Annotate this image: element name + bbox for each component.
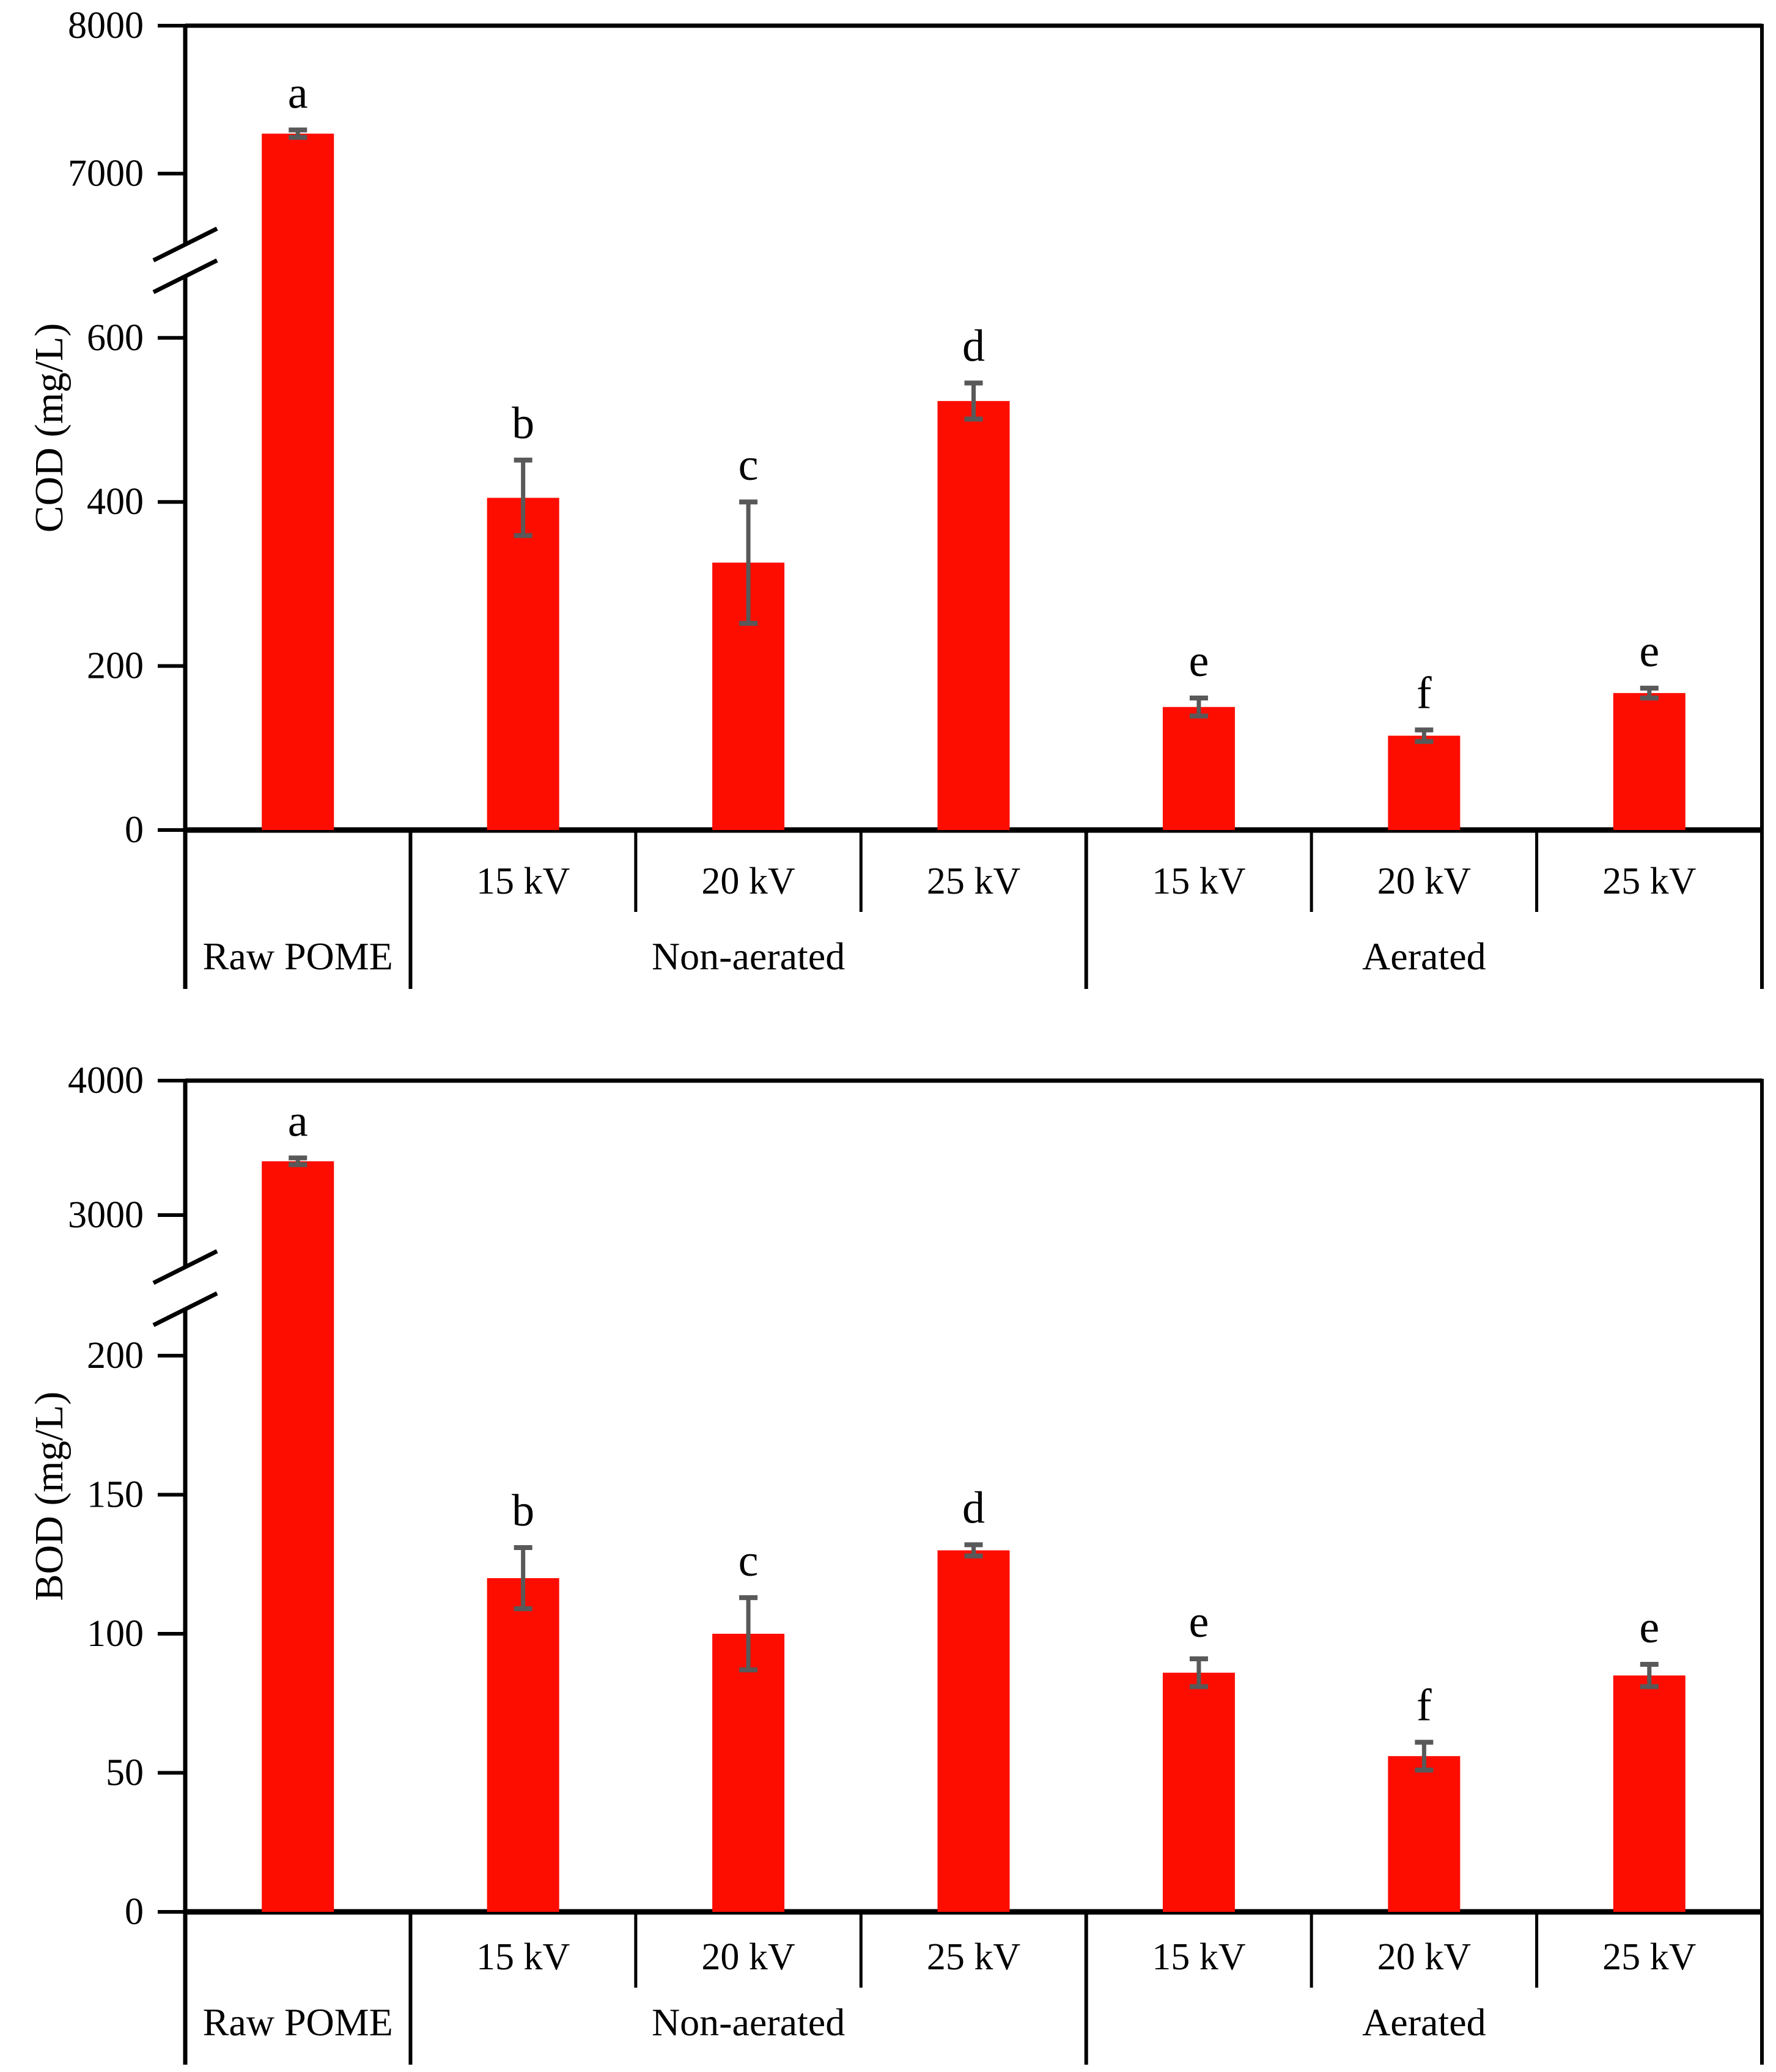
category-label-25-kv-6: 25 kV [1602, 1936, 1697, 1978]
y-tick-label: 200 [87, 1335, 144, 1376]
category-label-15-kv-4: 15 kV [1152, 861, 1246, 902]
axis-break-slash-2 [152, 258, 218, 295]
bar-raw-pome [262, 1161, 334, 1912]
y-axis-title: BOD (mg/L) [27, 1392, 72, 1601]
axis-break-slash-1 [152, 1249, 218, 1285]
category-label-20-kv-5: 20 kV [1377, 1936, 1472, 1978]
category-label-15-kv-1: 15 kV [476, 1936, 570, 1978]
significance-letter-aerated-15-kv: e [1188, 1597, 1209, 1647]
bar-aerated-20-kv [1388, 1756, 1461, 1912]
axis-break-slash-2 [152, 1291, 218, 1328]
bar-aerated-25-kv [1613, 1675, 1686, 1912]
y-tick-label: 50 [106, 1752, 144, 1794]
y-tick-label: 150 [87, 1474, 144, 1516]
y-axis-title: COD (mg/L) [27, 323, 72, 533]
significance-letter-non-aerated-15-kv: b [512, 1486, 534, 1536]
significance-letter-non-aerated-20-kv: c [739, 440, 759, 490]
significance-letter-aerated-25-kv: e [1639, 1603, 1659, 1653]
y-tick-label: 400 [87, 481, 144, 523]
significance-letter-non-aerated-25-kv: d [962, 321, 985, 372]
group-label-aerated: Aerated [1362, 935, 1486, 978]
category-label-20-kv-2: 20 kV [701, 1936, 795, 1978]
group-label-raw-pome: Raw POME [203, 2000, 393, 2044]
significance-letter-non-aerated-15-kv: b [512, 399, 534, 449]
y-tick-label: 3000 [68, 1194, 144, 1236]
y-tick-label: 0 [125, 1891, 144, 1933]
significance-letter-non-aerated-25-kv: d [962, 1483, 985, 1533]
category-label-15-kv-1: 15 kV [476, 861, 570, 902]
significance-letter-raw-pome: a [288, 1097, 308, 1147]
y-tick-label: 4000 [68, 1060, 144, 1101]
y-tick-label: 7000 [68, 153, 144, 194]
y-tick-label: 8000 [68, 5, 144, 46]
category-label-20-kv-5: 20 kV [1377, 861, 1472, 902]
group-label-aerated: Aerated [1362, 2000, 1486, 2044]
axis-break-slash-1 [152, 226, 218, 263]
category-label-25-kv-3: 25 kV [927, 1936, 1021, 1978]
bar-non-aerated-15-kv [487, 1578, 559, 1912]
bar-aerated-20-kv [1388, 735, 1461, 830]
cod-chart-panel: 8000 7000 600 400 200 0 COD (mg/L) a b c d e f e 15 kV… [27, 5, 1764, 989]
bar-aerated-25-kv [1613, 693, 1686, 830]
group-label-raw-pome: Raw POME [203, 935, 393, 978]
y-tick-label: 0 [125, 809, 144, 851]
significance-letter-aerated-15-kv: e [1188, 636, 1209, 686]
significance-letter-raw-pome: a [288, 68, 308, 119]
bar-non-aerated-25-kv [937, 401, 1010, 830]
bod-chart-panel: 4000 3000 200 150 100 50 0 BOD (mg/L) a b c d e f e 15 … [27, 1060, 1764, 2065]
group-label-non-aerated: Non-aerated [652, 2000, 845, 2044]
significance-letter-aerated-25-kv: e [1639, 626, 1659, 677]
bar-aerated-15-kv [1162, 1672, 1235, 1912]
significance-letter-non-aerated-20-kv: c [739, 1536, 759, 1586]
bar-aerated-15-kv [1162, 707, 1235, 830]
significance-letter-aerated-20-kv: f [1417, 1680, 1432, 1730]
category-label-15-kv-4: 15 kV [1152, 1936, 1246, 1978]
group-label-non-aerated: Non-aerated [652, 935, 845, 978]
bar-non-aerated-15-kv [487, 498, 559, 830]
y-tick-label: 100 [87, 1613, 144, 1655]
category-label-20-kv-2: 20 kV [701, 861, 795, 902]
significance-letter-aerated-20-kv: f [1417, 668, 1432, 718]
bar-raw-pome [262, 133, 334, 830]
y-tick-label: 600 [87, 317, 144, 359]
category-label-25-kv-6: 25 kV [1602, 861, 1697, 902]
bar-non-aerated-20-kv [712, 1634, 785, 1912]
y-tick-label: 200 [87, 645, 144, 687]
category-label-25-kv-3: 25 kV [927, 861, 1021, 902]
bar-non-aerated-25-kv [937, 1550, 1010, 1912]
